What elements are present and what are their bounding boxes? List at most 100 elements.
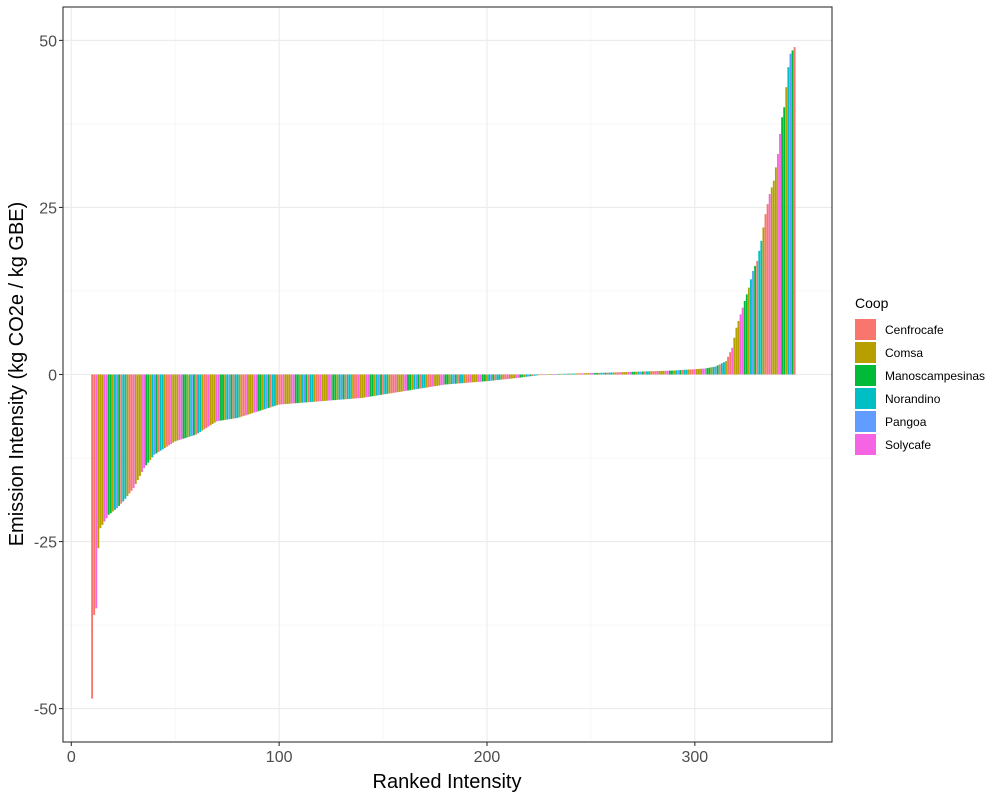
y-tick-label: 25 [39, 200, 57, 217]
bar [284, 374, 287, 405]
bar [600, 372, 603, 375]
bar [417, 374, 420, 389]
y-tick-label: -50 [34, 702, 57, 719]
y-tick-label: 50 [39, 33, 57, 50]
bar [205, 374, 208, 428]
bar [629, 371, 632, 375]
bar [309, 374, 312, 403]
bar [103, 374, 106, 522]
bar [172, 374, 175, 443]
bar [429, 374, 432, 387]
bar [207, 374, 210, 427]
bar [783, 107, 786, 375]
bar [681, 369, 684, 375]
bar [317, 374, 320, 402]
bar [404, 374, 407, 391]
bar [174, 374, 177, 442]
bar [319, 374, 322, 402]
bar [392, 374, 395, 393]
bar [789, 53, 792, 375]
bar [359, 374, 362, 399]
bar [490, 374, 493, 381]
bar [271, 374, 274, 407]
bar [336, 374, 339, 400]
bar [307, 374, 310, 403]
bar [138, 374, 141, 477]
bar [702, 368, 705, 375]
bar [658, 370, 661, 375]
bar [598, 372, 601, 375]
bar [394, 374, 397, 393]
bar [190, 374, 193, 436]
bar [706, 368, 709, 375]
bar [93, 374, 96, 616]
bar [685, 369, 688, 375]
legend-key [855, 388, 876, 409]
bar [228, 374, 231, 420]
bar [675, 370, 678, 375]
bar [232, 374, 235, 419]
bar [558, 373, 561, 375]
bar [554, 373, 557, 375]
bar [535, 374, 538, 376]
bar [774, 167, 777, 375]
bar [656, 371, 659, 375]
bar [432, 374, 434, 387]
bar [548, 374, 551, 375]
bar [754, 265, 757, 375]
bar [731, 347, 734, 375]
bar [342, 374, 345, 400]
bar [683, 369, 686, 375]
bar [538, 374, 540, 376]
bar [344, 374, 347, 400]
legend-key [855, 434, 876, 455]
bar [679, 370, 682, 375]
bar [750, 279, 752, 375]
bar [292, 374, 295, 404]
bar [500, 374, 503, 380]
bar [465, 374, 468, 383]
bar [211, 374, 214, 424]
bar [671, 370, 673, 375]
bar [303, 374, 306, 403]
bar [186, 374, 189, 438]
bar [469, 374, 472, 383]
bar [136, 374, 139, 481]
bar [157, 374, 160, 453]
bar [128, 374, 131, 494]
bar [222, 374, 224, 421]
bar [502, 374, 505, 380]
bar [652, 371, 655, 375]
bar [315, 374, 318, 402]
bar [619, 372, 621, 375]
legend-item: Pangoa [855, 410, 985, 433]
bar [637, 371, 640, 375]
bar [398, 374, 401, 392]
bar [305, 374, 308, 403]
bar [700, 368, 702, 375]
bar [427, 374, 430, 388]
x-axis-title: Ranked Intensity [373, 771, 522, 793]
bar [737, 321, 740, 375]
bar [459, 374, 461, 384]
bar [91, 374, 94, 699]
bar [288, 374, 291, 404]
bar [375, 374, 378, 396]
bar [486, 374, 488, 382]
bar [646, 371, 648, 375]
bar [386, 374, 389, 394]
bar [523, 374, 526, 378]
bar [390, 374, 393, 394]
bar [151, 374, 154, 458]
bar [384, 374, 387, 395]
bar [492, 374, 495, 381]
legend-key [855, 365, 876, 386]
bar [438, 374, 441, 386]
bar [677, 370, 680, 375]
bar [353, 374, 355, 399]
bar [421, 374, 424, 389]
bar [141, 374, 143, 473]
plot-panel [62, 6, 833, 743]
bar [267, 374, 270, 408]
bar [475, 374, 478, 383]
